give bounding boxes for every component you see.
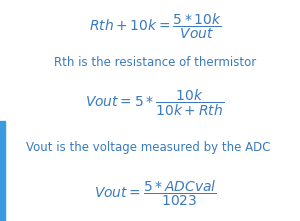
Text: $Rth + 10k = \dfrac{5 * 10k}{Vout}$: $Rth + 10k = \dfrac{5 * 10k}{Vout}$ bbox=[88, 11, 221, 41]
Text: $Vout = 5 * \dfrac{10k}{10k + Rth}$: $Vout = 5 * \dfrac{10k}{10k + Rth}$ bbox=[85, 88, 224, 118]
Bar bbox=[0, 121, 5, 221]
Text: $Vout = \dfrac{5 * ADCval}{1023}$: $Vout = \dfrac{5 * ADCval}{1023}$ bbox=[94, 178, 216, 208]
Text: Vout is the voltage measured by the ADC: Vout is the voltage measured by the ADC bbox=[26, 141, 270, 154]
Text: Rth is the resistance of thermistor: Rth is the resistance of thermistor bbox=[54, 57, 256, 69]
